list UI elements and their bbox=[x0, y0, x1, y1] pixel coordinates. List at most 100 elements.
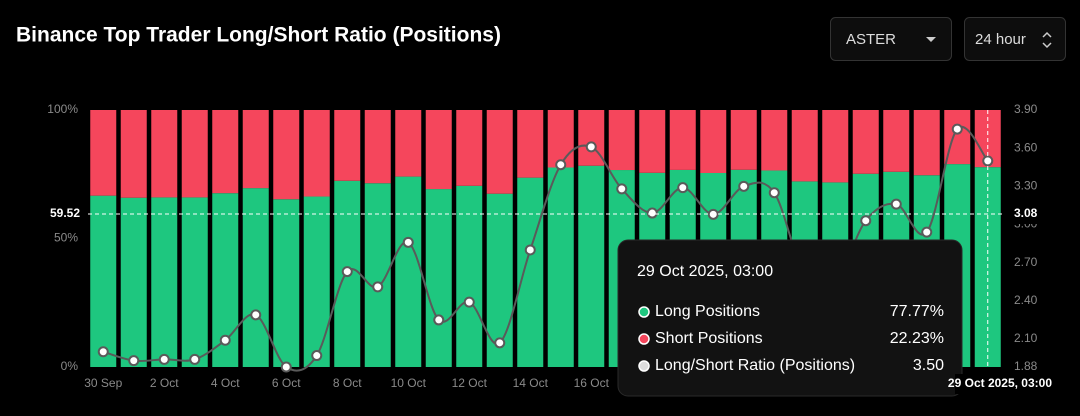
bar-segment bbox=[181, 197, 208, 367]
ratio-point bbox=[646, 207, 658, 219]
y2-tick-label: 3.30 bbox=[1014, 179, 1038, 193]
bar-segment bbox=[547, 110, 574, 168]
tooltip-value: 77.77% bbox=[890, 303, 944, 320]
ratio-point bbox=[494, 337, 506, 349]
ratio-point bbox=[311, 350, 323, 362]
y2-tick-label: 2.40 bbox=[1014, 293, 1038, 307]
crosshair-label-box bbox=[955, 374, 1065, 394]
tooltip-value: 3.50 bbox=[913, 357, 944, 374]
bar-segment bbox=[273, 110, 300, 200]
x-tick-label: 16 Oct bbox=[574, 376, 610, 390]
bar-segment bbox=[425, 189, 452, 367]
y2-tick-label: 2.10 bbox=[1014, 331, 1038, 345]
bar-segment bbox=[639, 110, 666, 173]
bar-segment bbox=[578, 165, 605, 367]
chart-title: Binance Top Trader Long/Short Ratio (Pos… bbox=[16, 24, 501, 47]
ratio-point bbox=[402, 236, 414, 248]
ratio-point bbox=[677, 182, 689, 194]
bar-segment bbox=[883, 110, 910, 172]
ratio-point bbox=[463, 296, 475, 308]
y-tick-label: 100% bbox=[47, 102, 78, 116]
bar-segment bbox=[761, 110, 788, 171]
x-tick-label: 10 Oct bbox=[391, 376, 427, 390]
bar-segment bbox=[181, 110, 208, 198]
bar-segment bbox=[730, 110, 757, 170]
select-label[interactable]: ASTER bbox=[846, 31, 896, 48]
bar-segment bbox=[212, 110, 239, 194]
y2-tick-label: 3.90 bbox=[1014, 102, 1038, 116]
select-label[interactable]: 24 hour bbox=[975, 31, 1026, 48]
bar-segment bbox=[242, 110, 269, 189]
bar-segment bbox=[578, 110, 605, 166]
bar-segment bbox=[913, 110, 940, 176]
x-tick-label: 4 Oct bbox=[211, 376, 240, 390]
ratio-point bbox=[585, 141, 597, 153]
bar-segment bbox=[151, 197, 178, 367]
bar-segment bbox=[669, 110, 696, 170]
tooltip-swatch bbox=[638, 306, 650, 318]
ratio-point bbox=[341, 266, 353, 278]
tooltip-series-name: Long/Short Ratio (Positions) bbox=[655, 357, 855, 374]
tooltip bbox=[617, 239, 963, 397]
tooltip-series-name: Long Positions bbox=[655, 303, 760, 320]
bar-segment bbox=[395, 176, 422, 367]
bar-segment bbox=[151, 110, 178, 198]
bar-segment bbox=[517, 110, 544, 178]
ratio-point bbox=[250, 309, 262, 321]
overlay: 59.52 3.08 29 Oct 2025, 03:00 Long Position… bbox=[30, 110, 1065, 397]
ratio-point bbox=[158, 353, 170, 365]
bar-segment bbox=[852, 110, 879, 174]
ratio-point bbox=[189, 353, 201, 365]
bar-segment bbox=[303, 110, 330, 197]
x-tick-label: 12 Oct bbox=[452, 376, 488, 390]
y-tick-label: 50% bbox=[54, 231, 78, 245]
period-select[interactable]: 24 hour bbox=[964, 17, 1066, 61]
bar-segment bbox=[822, 110, 849, 183]
ratio-point bbox=[616, 183, 628, 195]
crosshair-y-label: 59.52 bbox=[50, 206, 80, 220]
x-tick-label: 14 Oct bbox=[513, 376, 549, 390]
x-tick-label: 8 Oct bbox=[333, 376, 362, 390]
crosshair-x-label: 29 Oct 2025, 03:00 bbox=[948, 376, 1052, 390]
ratio-point bbox=[555, 159, 567, 171]
ratio-point bbox=[372, 281, 384, 293]
bar-segment bbox=[120, 197, 147, 367]
tooltip-series-name: Short Positions bbox=[655, 330, 763, 347]
symbol-select[interactable]: ASTER bbox=[830, 17, 952, 61]
y-tick-label: 0% bbox=[61, 359, 79, 373]
bar-segment bbox=[90, 195, 117, 367]
bar-segment bbox=[364, 110, 391, 184]
x-tick-label: 30 Sep bbox=[84, 376, 122, 390]
bar-segment bbox=[90, 110, 117, 196]
select-caret bbox=[1042, 31, 1052, 49]
crosshair-label-box bbox=[1006, 204, 1056, 225]
bar-segment bbox=[456, 185, 483, 367]
bar-segment bbox=[120, 110, 147, 198]
crosshair-label-box bbox=[30, 204, 86, 225]
x-tick-label: 6 Oct bbox=[272, 376, 301, 390]
bar-segment bbox=[273, 199, 300, 367]
tooltip-swatch bbox=[638, 333, 650, 345]
crosshair-y2-label: 3.08 bbox=[1014, 206, 1038, 220]
ratio-point bbox=[738, 180, 750, 192]
bar-segment bbox=[303, 196, 330, 367]
ratio-point bbox=[951, 123, 963, 135]
bar-segment bbox=[791, 110, 818, 182]
select-box[interactable] bbox=[964, 17, 1066, 61]
y2-tick-label: 3.60 bbox=[1014, 140, 1038, 154]
bar-segment bbox=[456, 110, 483, 186]
select-box[interactable] bbox=[830, 17, 952, 61]
bar-segment bbox=[700, 110, 727, 173]
tooltip-swatch bbox=[638, 360, 650, 372]
ratio-point bbox=[860, 215, 872, 227]
bar-segment bbox=[242, 188, 269, 367]
ratio-point bbox=[921, 226, 933, 238]
tooltip-value: 22.23% bbox=[890, 330, 944, 347]
ratio-point bbox=[97, 346, 109, 358]
ratio-point bbox=[433, 314, 445, 326]
y2-tick-label: 2.70 bbox=[1014, 255, 1038, 269]
bar-segment bbox=[517, 177, 544, 367]
ratio-point bbox=[524, 244, 536, 256]
